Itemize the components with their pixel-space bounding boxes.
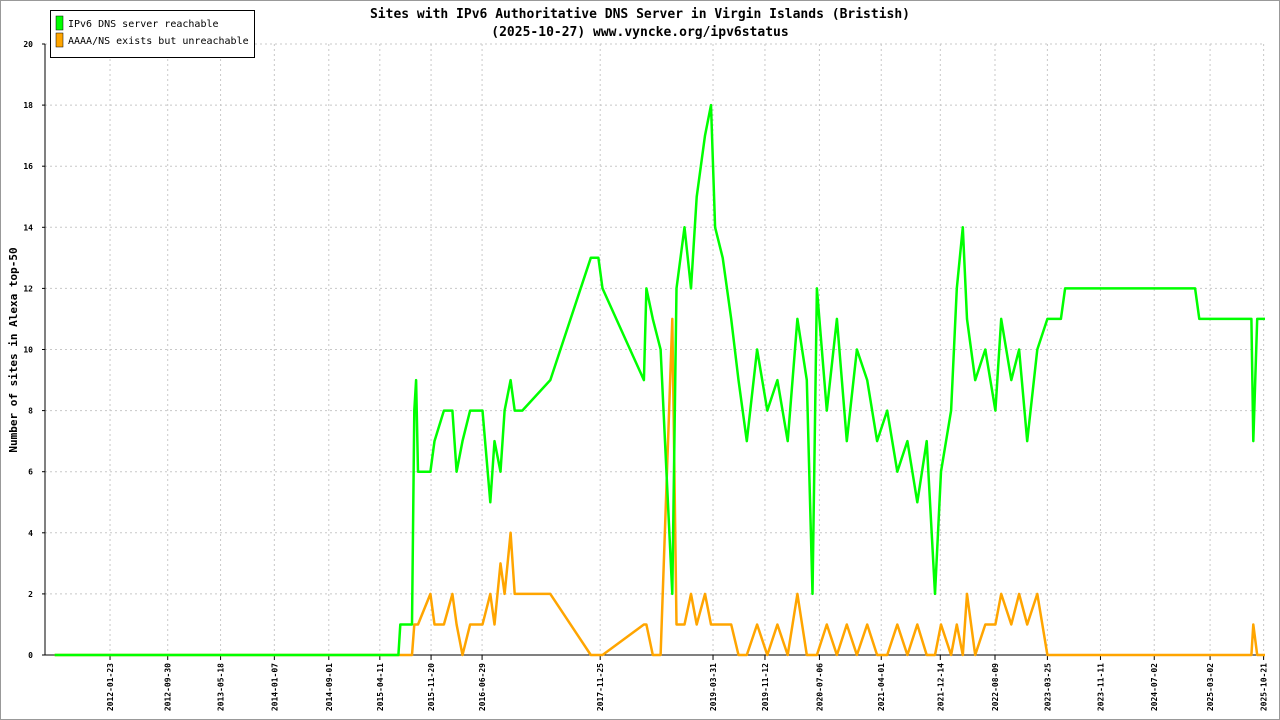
- legend-label: IPv6 DNS server reachable: [68, 19, 219, 30]
- series-line: [54, 317, 1265, 657]
- x-tick-label: 2021-04-01: [877, 663, 886, 711]
- x-tick-label: 2014-09-01: [325, 663, 334, 711]
- chart-title: Sites with IPv6 Authoritative DNS Server…: [370, 7, 910, 22]
- y-tick-label: 16: [23, 162, 33, 171]
- x-tick-label: 2022-08-09: [991, 663, 1000, 711]
- legend-box: [50, 10, 255, 58]
- x-tick-label: 2012-09-30: [164, 663, 173, 711]
- legend-swatch: [55, 15, 64, 31]
- x-tick-label: 2014-01-07: [270, 663, 279, 711]
- x-tick-label: 2013-05-18: [217, 663, 226, 711]
- chart-subtitle: (2025-10-27) www.vyncke.org/ipv6status: [491, 25, 788, 40]
- y-tick-label: 8: [28, 407, 33, 416]
- y-tick-label: 18: [23, 101, 33, 110]
- y-axis-label: Number of sites in Alexa top-50: [7, 247, 20, 452]
- x-tick-label: 2023-03-25: [1043, 663, 1052, 711]
- x-tick-label: 2025-03-02: [1206, 663, 1215, 711]
- y-tick-label: 6: [28, 468, 33, 477]
- legend-label: AAAA/NS exists but unreachable: [68, 36, 249, 47]
- x-tick-label: 2015-04-11: [376, 663, 385, 711]
- x-tick-label: 2019-03-31: [709, 663, 718, 711]
- x-tick-label: 2023-11-11: [1096, 663, 1105, 711]
- x-tick-label: 2012-01-23: [106, 663, 115, 711]
- series-line: [54, 103, 1265, 657]
- legend-swatch: [55, 32, 64, 48]
- x-tick-label: 2016-06-29: [478, 663, 487, 711]
- y-tick-label: 2: [28, 590, 33, 599]
- y-tick-label: 4: [28, 529, 33, 538]
- y-tick-label: 0: [28, 651, 33, 660]
- x-tick-label: 2017-11-25: [596, 663, 605, 711]
- x-tick-label: 2021-12-14: [936, 663, 945, 711]
- y-tick-label: 14: [23, 223, 33, 232]
- x-tick-label: 2015-11-20: [427, 663, 436, 711]
- x-tick-label: 2024-07-02: [1150, 663, 1159, 711]
- x-tick-label: 2020-07-06: [815, 663, 824, 711]
- y-tick-label: 20: [23, 40, 33, 49]
- x-tick-label: 2019-11-12: [761, 663, 770, 711]
- y-tick-label: 10: [23, 346, 33, 355]
- x-tick-label: 2025-10-21: [1260, 663, 1269, 711]
- y-tick-label: 12: [23, 284, 33, 293]
